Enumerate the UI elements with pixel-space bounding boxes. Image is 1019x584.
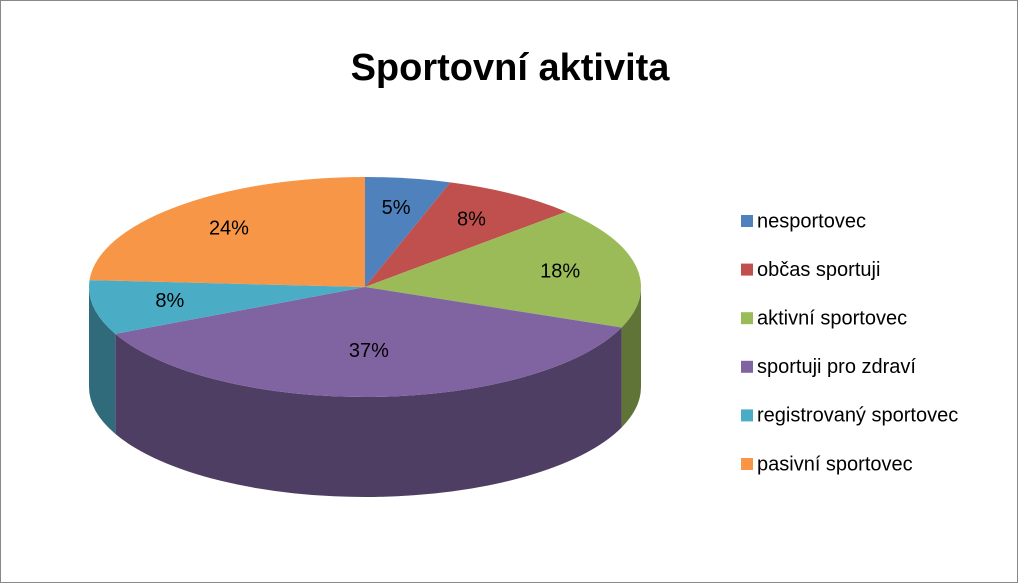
slice [365, 211, 641, 328]
legend-swatch [741, 360, 753, 373]
slice [115, 287, 622, 397]
slice [89, 280, 366, 334]
slice [365, 177, 451, 287]
legend-swatch [741, 458, 753, 470]
slice [89, 177, 366, 287]
legend-label: občas sportuji [757, 259, 880, 281]
value-label: 8% [155, 290, 184, 312]
value-label: 8% [457, 208, 486, 230]
legend-label: pasivní sportovec [757, 453, 913, 475]
legend-swatch [741, 312, 753, 325]
slice [365, 182, 567, 287]
value-label: 5% [382, 197, 411, 219]
slice-side [621, 287, 641, 428]
chart-title: Sportovní aktivita [351, 47, 671, 89]
slice-side [115, 327, 622, 497]
legend-label: registrovaný sportovec [757, 405, 958, 427]
legend-label: sportuji pro zdraví [757, 356, 916, 378]
legend-label: nesportovec [757, 210, 866, 232]
legend-label: aktivní sportovec [757, 307, 907, 329]
legend-swatch [741, 263, 753, 276]
value-label: 37% [349, 340, 389, 362]
value-label: 18% [540, 260, 580, 282]
legend-swatch [741, 215, 753, 227]
value-label: 24% [209, 218, 249, 240]
legend-swatch [741, 409, 753, 422]
slice-side [89, 287, 116, 434]
